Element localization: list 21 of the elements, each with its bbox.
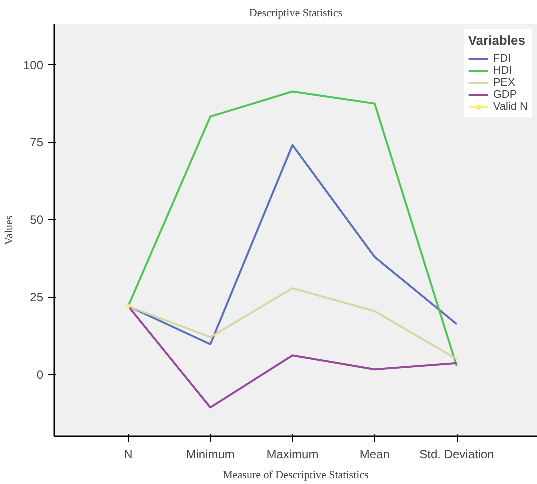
y-tick-label: 75 [30,136,44,150]
line-series [127,90,458,368]
x-tick-label: Maximum [266,448,319,462]
y-tick-label: 0 [36,368,44,382]
legend-label: FDI [493,53,512,65]
legend-label: PEX [493,77,516,89]
legend-title: Variables [468,33,526,48]
y-tick-label: 100 [23,58,44,72]
x-tick-label: Mean [360,448,390,462]
y-tick-label: 50 [30,213,44,228]
legend-label: HDI [493,65,514,77]
x-tick-label: Std. Deviation [420,448,494,462]
y-tick-label: 25 [30,290,44,305]
x-axis-title: Measure of Descriptive Statistics [223,470,369,482]
x-tick-label: Minimum [186,448,235,462]
legend-label: Valid N [493,101,528,113]
legend-label: GDP [493,89,518,101]
y-axis-title: Values [3,216,16,246]
chart-title: Descriptive Statistics [249,8,343,20]
line-series [127,305,458,409]
x-tick-label: N [124,448,133,462]
